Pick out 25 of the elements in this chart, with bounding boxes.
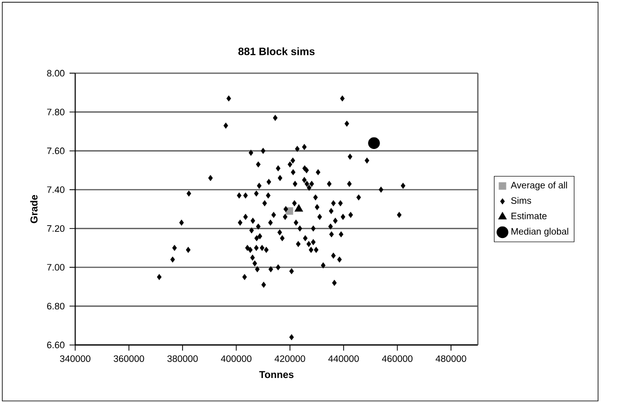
x-axis-title: Tonnes [259,371,294,378]
y-tick-label: 7.40 [47,186,64,193]
y-tick-label: 7.80 [47,108,64,116]
x-tick-label: 400000 [220,355,252,362]
y-tick-label: 8.00 [47,70,64,76]
x-tick-label: 420000 [274,355,306,362]
chart-title: 881 Block sims [238,47,315,56]
legend-label: Median global [512,228,568,236]
x-tick-label: 440000 [328,355,359,362]
y-axis-title: Grade [30,194,38,224]
y-tick-label: 7.00 [47,264,64,271]
legend-label: Estimate [512,212,547,220]
x-tick-label: 480000 [436,355,466,362]
x-tick-label: 340000 [60,355,90,362]
point [368,137,380,149]
y-tick-label: 7.60 [47,147,64,154]
x-tick-label: 360000 [114,355,144,362]
legend-label: Average of all [510,182,567,190]
point [294,204,304,212]
x-tick-label: 380000 [167,355,198,362]
x-tick-label: 460000 [382,355,413,362]
y-tick-label: 6.80 [47,302,64,310]
legend-label: Sims [511,196,532,204]
y-tick-label: 7.20 [47,225,64,232]
y-tick-label: 6.60 [47,342,64,348]
